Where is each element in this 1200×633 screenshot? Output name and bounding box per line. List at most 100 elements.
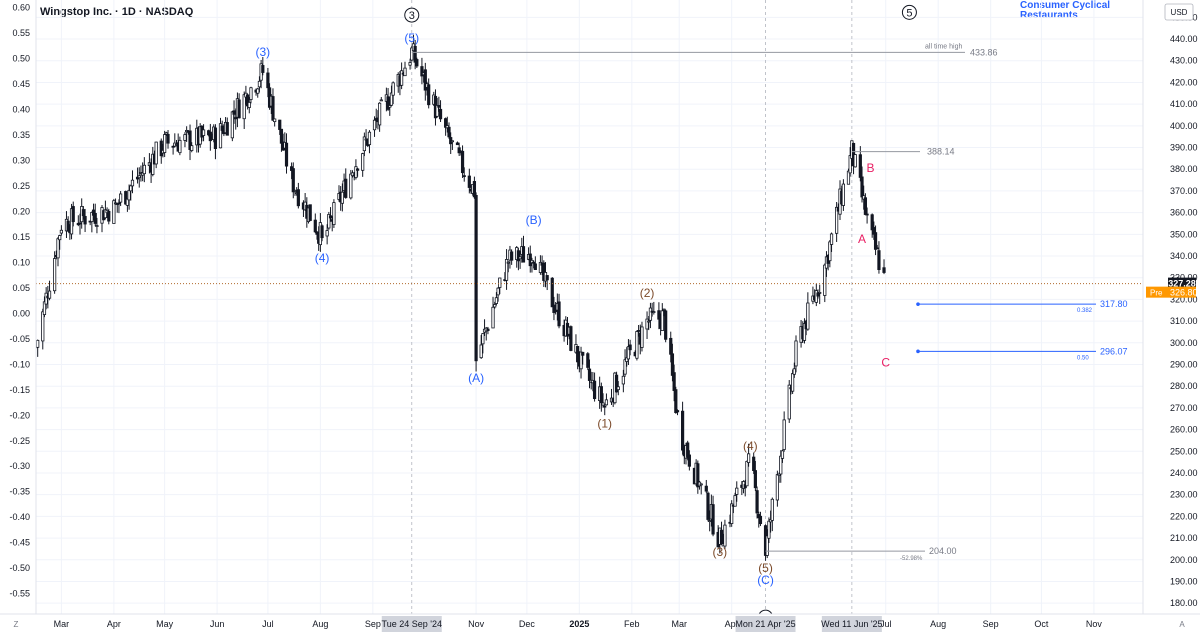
wave-brown-3: (3) <box>712 545 727 559</box>
left-axis-tick: 0.20 <box>12 206 30 216</box>
candle-body <box>865 213 869 216</box>
right-axis-tick: 380.00 <box>1170 164 1198 174</box>
candle-body <box>438 108 443 120</box>
right-axis-tick: 400.00 <box>1170 121 1198 131</box>
candle-body <box>293 190 297 192</box>
candle-body <box>474 194 478 362</box>
candle-body <box>107 210 111 222</box>
right-axis-tick: 200.00 <box>1170 555 1198 565</box>
candle-body <box>753 470 757 489</box>
candle-body <box>846 170 851 185</box>
candle-body <box>467 175 471 188</box>
bottom-axis-tick: Mar <box>671 619 687 629</box>
candle-body <box>592 380 597 400</box>
candle-body <box>58 235 62 241</box>
candle-body <box>496 287 500 296</box>
candle-body <box>232 110 236 115</box>
candle-body <box>47 290 52 299</box>
candle-body <box>340 191 344 204</box>
wave-blue-4: (4) <box>315 251 330 265</box>
candle-body <box>163 134 167 153</box>
grid <box>36 0 1143 614</box>
candle-body <box>234 117 238 120</box>
bottom-axis-tick: Aug <box>930 619 946 629</box>
overlay: all time high 433.86 388.14 204.00 -52.98% 0.… <box>36 4 1143 625</box>
right-axis-tick: 440.00 <box>1170 34 1198 44</box>
corner-z-label: Z <box>14 620 19 629</box>
left-axis-tick: -0.50 <box>9 563 30 573</box>
candle-body <box>291 168 295 193</box>
candle-body <box>664 310 668 340</box>
candle-body <box>410 47 414 61</box>
candle-body <box>119 193 123 203</box>
right-axis-tick: 290.00 <box>1170 359 1198 369</box>
left-axis-tick: 0.00 <box>12 308 30 318</box>
wave-brown-2: (2) <box>640 286 655 300</box>
last-price-tag <box>1168 277 1196 289</box>
candle-body <box>680 410 685 451</box>
bottom-axis-tick: Sep <box>983 619 999 629</box>
candle-body <box>791 373 795 392</box>
sector-line1[interactable]: Consumer Cyclical <box>1020 0 1111 11</box>
left-axis-tick: 0.30 <box>12 156 30 166</box>
pre-price-tag <box>1146 286 1196 298</box>
right-axis-tick: 230.00 <box>1170 490 1198 500</box>
candle-body <box>308 204 312 221</box>
candle-body <box>249 87 253 100</box>
right-axis-tick: 320.00 <box>1170 294 1198 304</box>
candle-body <box>719 529 724 545</box>
candle-body <box>603 405 607 408</box>
candle-body <box>159 140 163 157</box>
sector-line2[interactable]: Restaurants <box>1020 10 1078 21</box>
candle-body <box>775 474 779 501</box>
right-axis-tick: 310.00 <box>1170 316 1198 326</box>
wave-circle-3-ring <box>404 7 420 23</box>
candle-body <box>230 111 234 139</box>
left-axis-tick: -0.45 <box>9 538 30 548</box>
wave-brown-4: (4) <box>743 439 758 453</box>
candle-body <box>780 450 785 459</box>
candle-body <box>669 337 673 355</box>
candle-body <box>767 520 771 539</box>
left-axis-tick: -0.55 <box>9 589 30 599</box>
left-axis-tick: -0.05 <box>9 334 30 344</box>
candle-body <box>164 132 168 135</box>
candle-body <box>699 483 703 486</box>
pre-tag-label: Pre <box>1150 289 1163 298</box>
wave-brown-1: (1) <box>597 417 612 431</box>
candle-body <box>112 200 116 224</box>
candle-body <box>787 384 791 420</box>
ath-caption: all time high <box>925 43 962 50</box>
candle-body <box>137 175 141 179</box>
candle-body <box>645 318 649 330</box>
candle-body <box>403 67 407 77</box>
candle-body <box>674 389 678 413</box>
candle-body <box>95 225 99 227</box>
left-axis-tick: 0.55 <box>12 28 30 38</box>
candle-body <box>623 359 627 375</box>
candle-body <box>166 133 170 144</box>
left-axis-tick: 0.50 <box>12 54 30 64</box>
wave-blue-A: (A) <box>468 371 484 385</box>
left-axis-tick: 0.25 <box>12 181 30 191</box>
candle-body <box>44 292 48 305</box>
candle-body <box>550 277 554 308</box>
bottom-axis-tick: Aug <box>312 619 328 629</box>
candle-body <box>408 62 412 66</box>
crosshair-date-label: Tue 24 Sep '24 <box>382 619 442 629</box>
ath-value: 433.86 <box>970 47 998 57</box>
candle-body <box>462 175 466 178</box>
candle-body <box>372 119 377 131</box>
candle-body <box>190 145 194 151</box>
candle-body <box>599 386 603 404</box>
bottom-axis-tick: Apr <box>725 619 739 629</box>
swing-high-value: 388.14 <box>927 147 955 157</box>
candle-body <box>758 515 763 525</box>
candle-body <box>723 524 727 547</box>
candle-body <box>873 232 878 250</box>
fib-382-value: 317.80 <box>1100 299 1128 309</box>
candle-body <box>460 150 465 174</box>
sector-label[interactable]: Consumer Cyclical Restaurants <box>1020 1 1110 21</box>
left-axis-tick: -0.40 <box>9 512 30 522</box>
